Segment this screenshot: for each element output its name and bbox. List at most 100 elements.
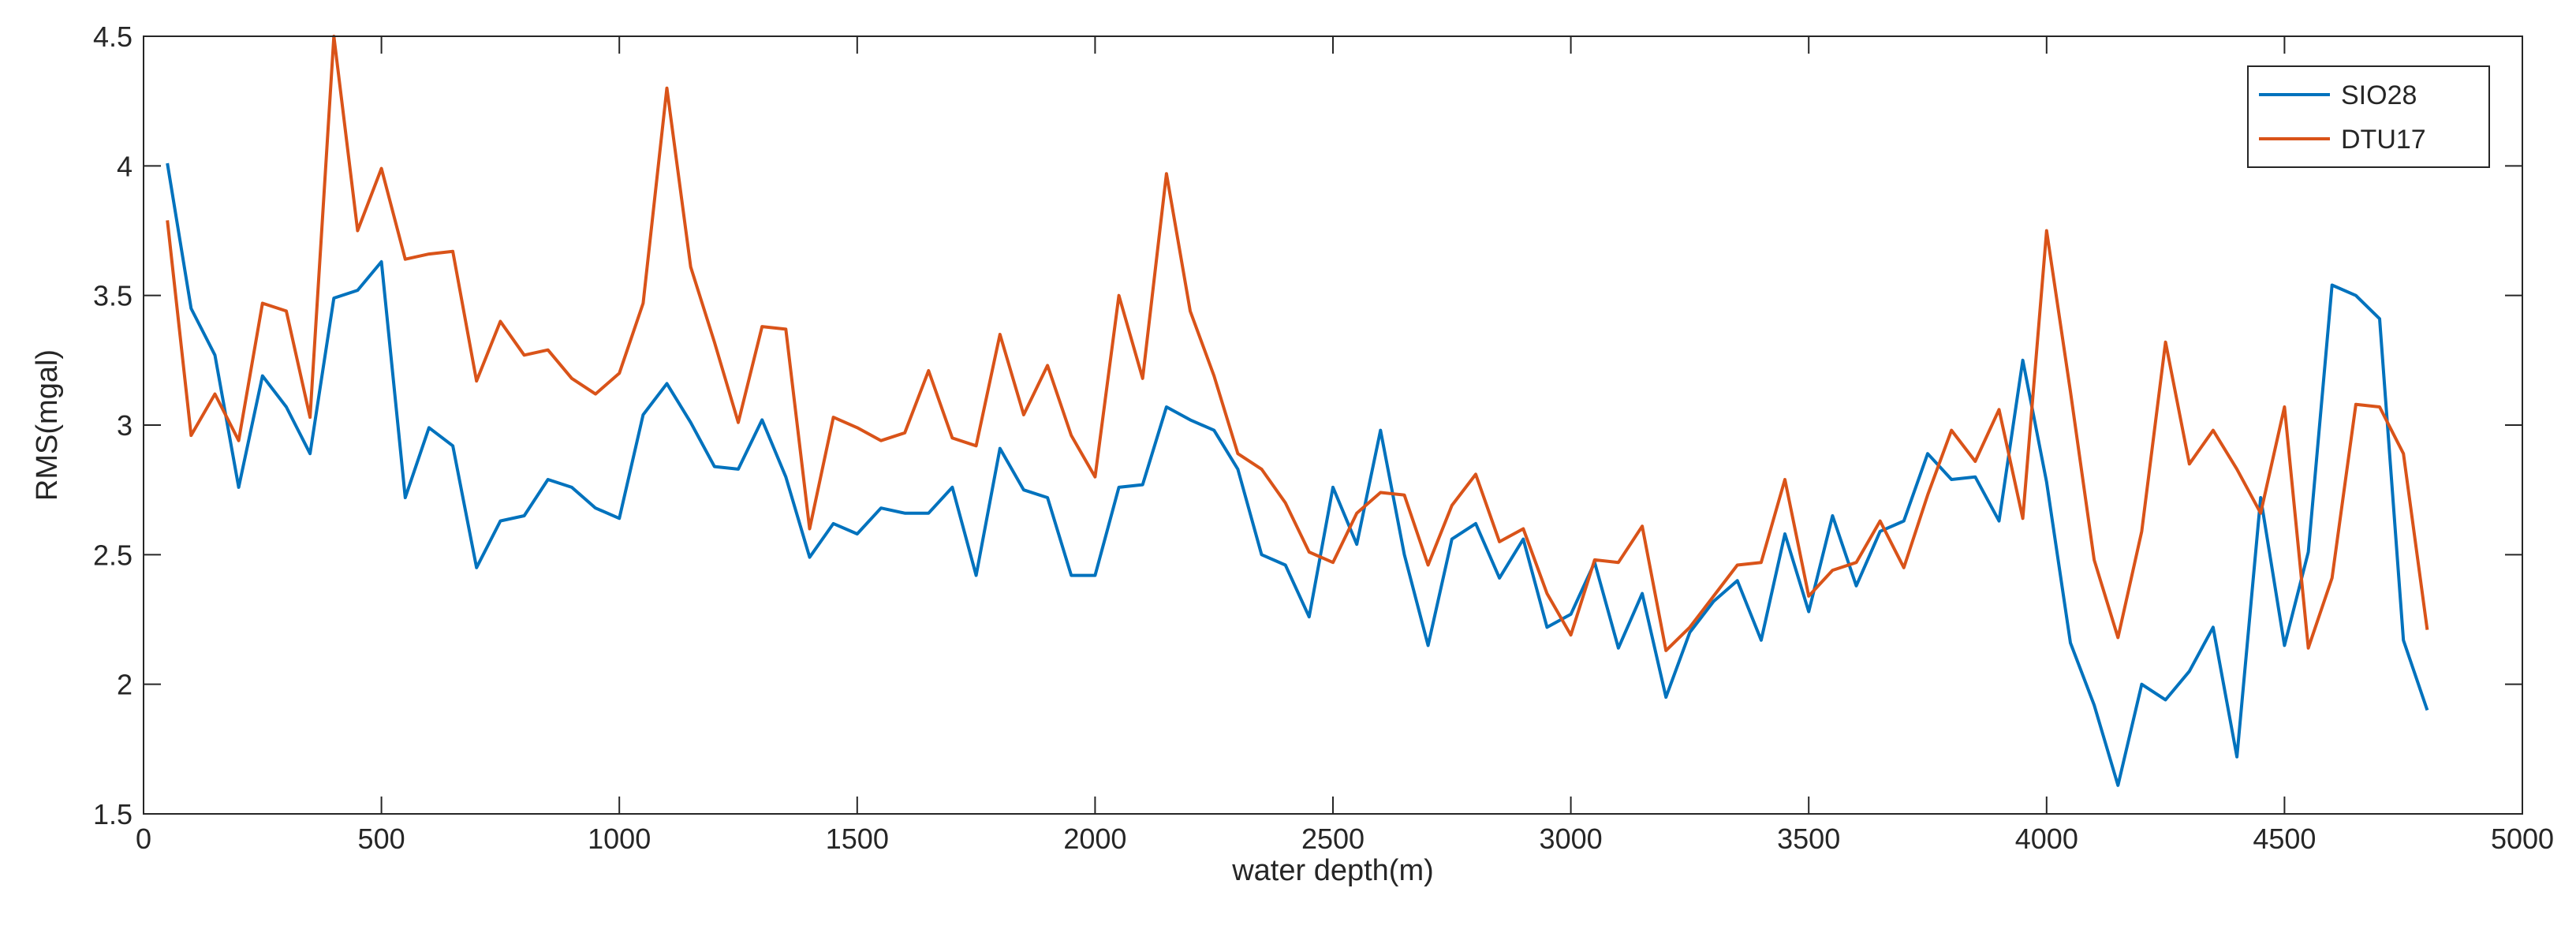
data-point-sio28 xyxy=(476,567,477,568)
data-point-dtu17 xyxy=(1095,476,1096,477)
data-point-dtu17 xyxy=(2331,577,2332,578)
data-point-sio28 xyxy=(191,308,192,309)
data-point-dtu17 xyxy=(1071,435,1072,436)
data-point-sio28 xyxy=(2237,756,2238,757)
data-point-sio28 xyxy=(690,422,691,423)
data-point-sio28 xyxy=(286,407,287,408)
data-point-dtu17 xyxy=(1785,479,1786,480)
series-lines xyxy=(166,35,2429,787)
data-point-dtu17 xyxy=(1666,650,1667,651)
data-point-dtu17 xyxy=(524,355,525,356)
data-point-dtu17 xyxy=(1261,468,1262,469)
data-point-sio28 xyxy=(1166,407,1167,408)
plot-area xyxy=(144,36,2522,814)
data-point-dtu17 xyxy=(2046,230,2047,231)
data-point-dtu17 xyxy=(1975,461,1976,462)
data-point-dtu17 xyxy=(476,381,477,382)
data-point-sio28 xyxy=(1951,479,1952,480)
data-point-sio28 xyxy=(1666,697,1667,698)
data-point-dtu17 xyxy=(2094,559,2095,560)
data-point-dtu17 xyxy=(1523,528,1524,529)
data-point-sio28 xyxy=(2427,710,2428,711)
data-point-dtu17 xyxy=(500,321,501,322)
y-axis-label: RMS(mgal) xyxy=(31,349,64,501)
data-point-dtu17 xyxy=(1404,494,1405,495)
data-point-dtu17 xyxy=(2284,407,2285,408)
data-point-sio28 xyxy=(262,375,263,376)
data-point-sio28 xyxy=(1142,484,1143,485)
data-point-dtu17 xyxy=(2427,629,2428,630)
data-point-dtu17 xyxy=(762,326,763,327)
data-point-dtu17 xyxy=(2237,468,2238,469)
x-tick-label: 4000 xyxy=(2015,823,2078,855)
y-tick-label: 1.5 xyxy=(93,798,133,830)
x-tick-label: 0 xyxy=(136,823,151,855)
data-point-dtu17 xyxy=(1832,570,1833,571)
data-point-sio28 xyxy=(2094,705,2095,706)
data-point-sio28 xyxy=(428,427,429,428)
data-point-dtu17 xyxy=(2070,391,2071,392)
data-point-sio28 xyxy=(381,261,382,262)
data-point-dtu17 xyxy=(262,303,263,304)
x-tick-label: 2000 xyxy=(1063,823,1126,855)
data-point-dtu17 xyxy=(1499,541,1500,542)
data-point-dtu17 xyxy=(1047,365,1048,366)
legend-box xyxy=(2247,65,2490,168)
x-tick-label: 3000 xyxy=(1540,823,1603,855)
data-point-dtu17 xyxy=(809,528,810,529)
data-point-sio28 xyxy=(2141,684,2142,685)
data-point-sio28 xyxy=(2355,295,2356,296)
y-tick-label: 3 xyxy=(117,409,133,442)
data-point-dtu17 xyxy=(738,422,739,423)
x-tick-label: 4500 xyxy=(2253,823,2316,855)
legend-label-sio28: SIO28 xyxy=(2341,80,2417,110)
data-point-dtu17 xyxy=(167,220,168,221)
x-tick-label: 2500 xyxy=(1301,823,1365,855)
data-point-dtu17 xyxy=(714,341,715,342)
x-tick-label: 3500 xyxy=(1777,823,1840,855)
data-point-sio28 xyxy=(833,523,834,524)
data-point-dtu17 xyxy=(310,417,311,418)
data-point-dtu17 xyxy=(1451,505,1452,506)
data-point-dtu17 xyxy=(1333,562,1334,563)
data-point-sio28 xyxy=(2070,643,2071,644)
data-point-sio28 xyxy=(167,163,168,164)
data-point-dtu17 xyxy=(547,349,548,350)
data-point-dtu17 xyxy=(571,378,572,379)
plot-frame xyxy=(143,35,2523,815)
data-point-dtu17 xyxy=(881,440,882,441)
data-point-sio28 xyxy=(547,479,548,480)
data-point-sio28 xyxy=(1737,580,1738,581)
data-point-dtu17 xyxy=(2141,531,2142,532)
data-point-dtu17 xyxy=(833,417,834,418)
x-tick-label: 1500 xyxy=(826,823,889,855)
data-point-dtu17 xyxy=(1594,559,1595,560)
x-tick-label: 500 xyxy=(358,823,405,855)
data-point-sio28 xyxy=(738,468,739,469)
data-point-dtu17 xyxy=(238,440,239,441)
data-point-sio28 xyxy=(357,290,358,291)
x-axis-label: water depth(m) xyxy=(1231,854,1434,887)
data-point-dtu17 xyxy=(999,334,1000,335)
data-point-dtu17 xyxy=(619,373,620,374)
data-point-dtu17 xyxy=(2355,404,2356,405)
data-point-dtu17 xyxy=(1190,311,1191,312)
data-point-dtu17 xyxy=(428,254,429,255)
data-point-sio28 xyxy=(2212,627,2213,628)
data-point-sio28 xyxy=(619,518,620,519)
y-tick-label: 2.5 xyxy=(93,539,133,571)
data-point-dtu17 xyxy=(1642,526,1643,527)
data-point-sio28 xyxy=(1832,516,1833,517)
data-point-sio28 xyxy=(1975,476,1976,477)
data-point-sio28 xyxy=(2189,671,2190,672)
data-point-sio28 xyxy=(1261,554,1262,555)
data-point-sio28 xyxy=(2284,645,2285,646)
data-point-dtu17 xyxy=(1760,562,1761,563)
data-point-dtu17 xyxy=(1380,492,1381,493)
data-point-sio28 xyxy=(1214,430,1215,431)
data-point-sio28 xyxy=(666,383,667,384)
data-point-dtu17 xyxy=(2189,464,2190,465)
y-tick-label: 2 xyxy=(117,669,133,701)
data-point-sio28 xyxy=(1785,534,1786,535)
